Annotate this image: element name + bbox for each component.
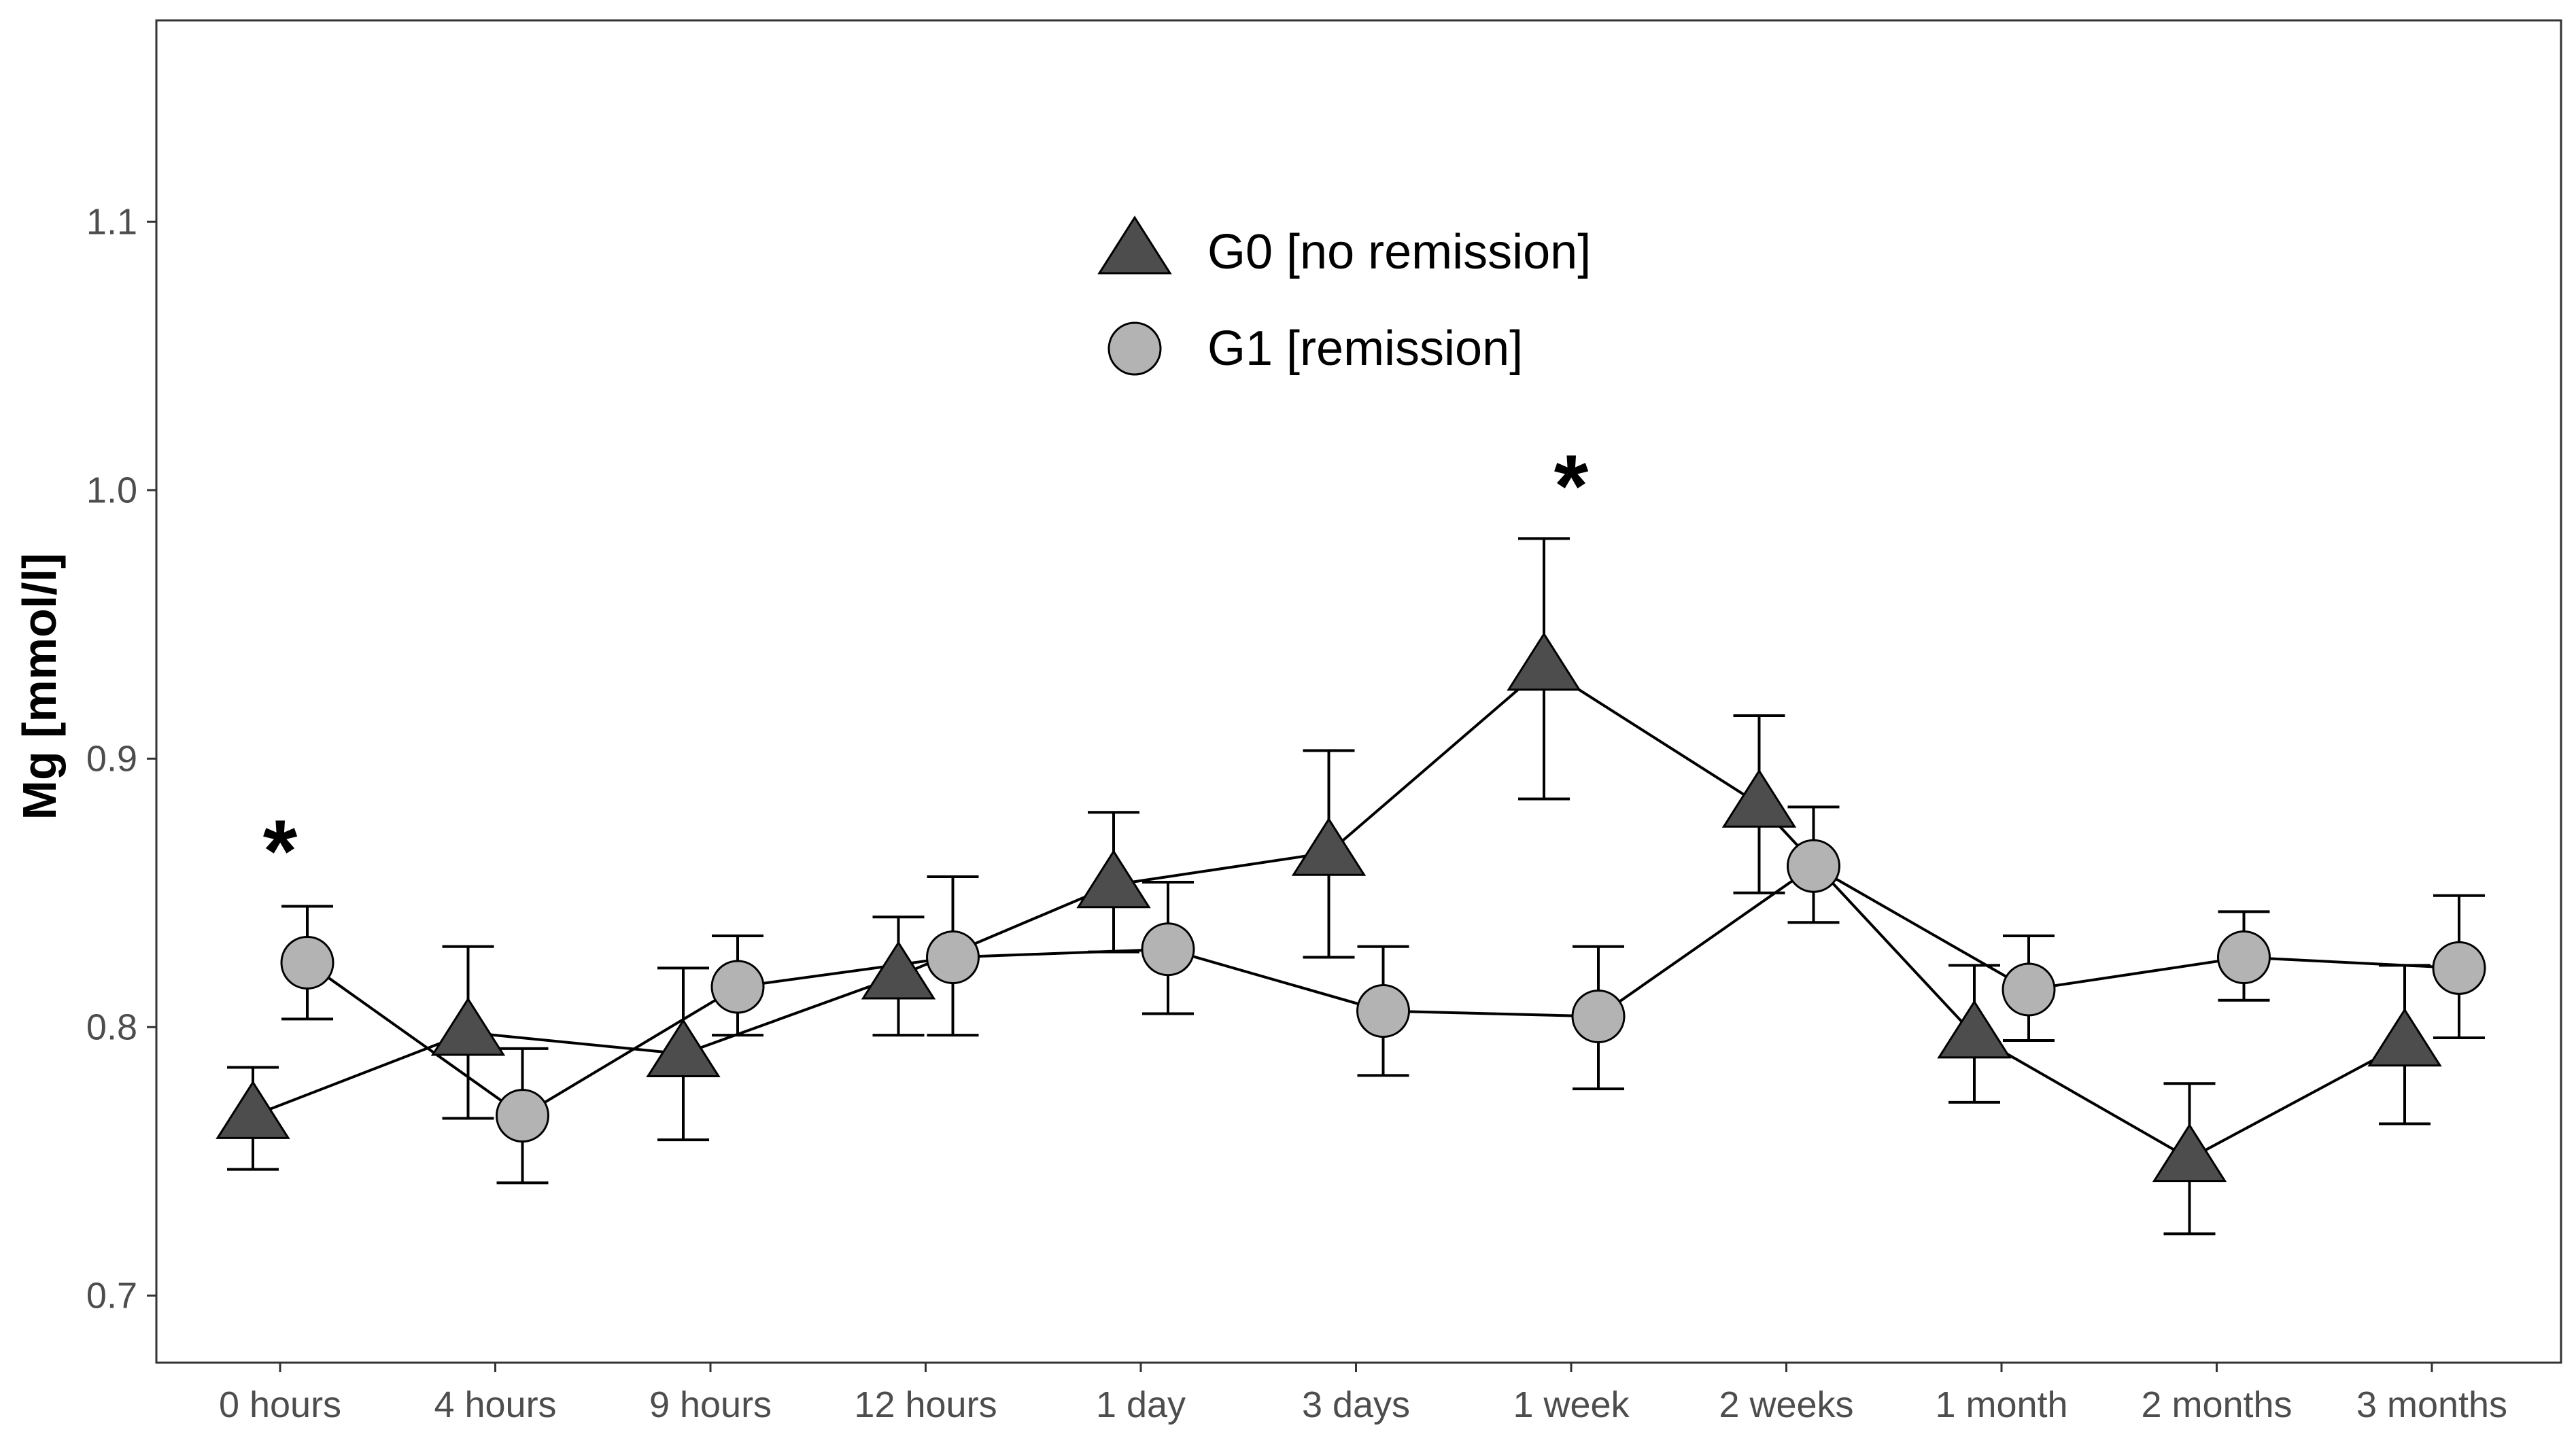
series-G0-point-0 bbox=[216, 1080, 290, 1139]
y-tick-label-2: 0.9 bbox=[86, 738, 137, 779]
x-tick-label-0: 0 hours bbox=[219, 1384, 341, 1425]
series-G1-point-9 bbox=[2217, 930, 2271, 985]
significance-asterisk-0: * bbox=[263, 801, 298, 901]
series-G0-point-5 bbox=[1291, 817, 1367, 876]
y-tick-label-0: 0.7 bbox=[86, 1275, 137, 1316]
series-G1-point-2 bbox=[710, 960, 765, 1014]
x-tick-label-8: 1 month bbox=[1935, 1384, 2067, 1425]
series-G0-point-3 bbox=[861, 941, 936, 1000]
y-axis: 0.7 0.8 0.9 1.0 1.1 bbox=[86, 201, 156, 1316]
y-tick-label-1: 0.8 bbox=[86, 1007, 137, 1047]
series-G0-point-2 bbox=[646, 1018, 721, 1078]
series-G1-point-3 bbox=[926, 930, 980, 985]
y-tick-label-3: 1.0 bbox=[86, 470, 137, 510]
series-G1-point-7 bbox=[1787, 839, 1840, 893]
series-G1-point-8 bbox=[2002, 962, 2056, 1017]
legend-label-g0: G0 [no remission] bbox=[1207, 225, 1591, 279]
y-tick-label-4: 1.1 bbox=[86, 201, 137, 242]
x-tick-label-4: 1 day bbox=[1096, 1384, 1186, 1425]
series-G1-point-4 bbox=[1141, 922, 1195, 977]
series-G0-point-1 bbox=[430, 997, 506, 1056]
x-tick-label-5: 3 days bbox=[1302, 1384, 1410, 1425]
series-G1-point-1 bbox=[496, 1089, 549, 1143]
series-G1-point-5 bbox=[1356, 984, 1410, 1038]
series-G1-point-0 bbox=[280, 935, 334, 990]
series-G0-marker-group bbox=[216, 631, 2442, 1183]
x-tick-label-10: 3 months bbox=[2356, 1384, 2507, 1425]
plot-panel-border bbox=[155, 19, 2562, 1364]
legend-triangle-marker-icon bbox=[1097, 215, 1172, 275]
series-G0-point-9 bbox=[2152, 1123, 2227, 1183]
x-tick-label-3: 12 hours bbox=[854, 1384, 997, 1425]
series-layer bbox=[216, 537, 2486, 1236]
series-G0-point-6 bbox=[1507, 631, 1581, 691]
annotation-layer: ** bbox=[263, 436, 1589, 901]
legend-circle-marker-icon bbox=[1107, 321, 1162, 376]
legend: G0 [no remission] G1 [remission] bbox=[1097, 215, 1591, 376]
series-G0-point-4 bbox=[1076, 849, 1151, 909]
x-tick-label-1: 4 hours bbox=[434, 1384, 556, 1425]
x-tick-label-2: 9 hours bbox=[649, 1384, 772, 1425]
series-G0-point-8 bbox=[1937, 1000, 2012, 1059]
series-G1-point-10 bbox=[2432, 941, 2486, 995]
legend-label-g1: G1 [remission] bbox=[1207, 321, 1523, 376]
x-axis: 0 hours 4 hours 9 hours 12 hours 1 day 3 days… bbox=[219, 1363, 2507, 1425]
series-G1-marker-group bbox=[280, 839, 2486, 1143]
x-tick-label-9: 2 months bbox=[2141, 1384, 2292, 1425]
x-tick-label-7: 2 weeks bbox=[1719, 1384, 1853, 1425]
series-G1-point-6 bbox=[1571, 989, 1626, 1043]
series-G0-point-7 bbox=[1721, 769, 1797, 828]
series-G0-point-10 bbox=[2367, 1007, 2442, 1067]
x-tick-label-6: 1 week bbox=[1513, 1384, 1630, 1425]
significance-asterisk-1: * bbox=[1554, 436, 1589, 536]
y-axis-title: Mg [mmol/l] bbox=[13, 553, 66, 820]
